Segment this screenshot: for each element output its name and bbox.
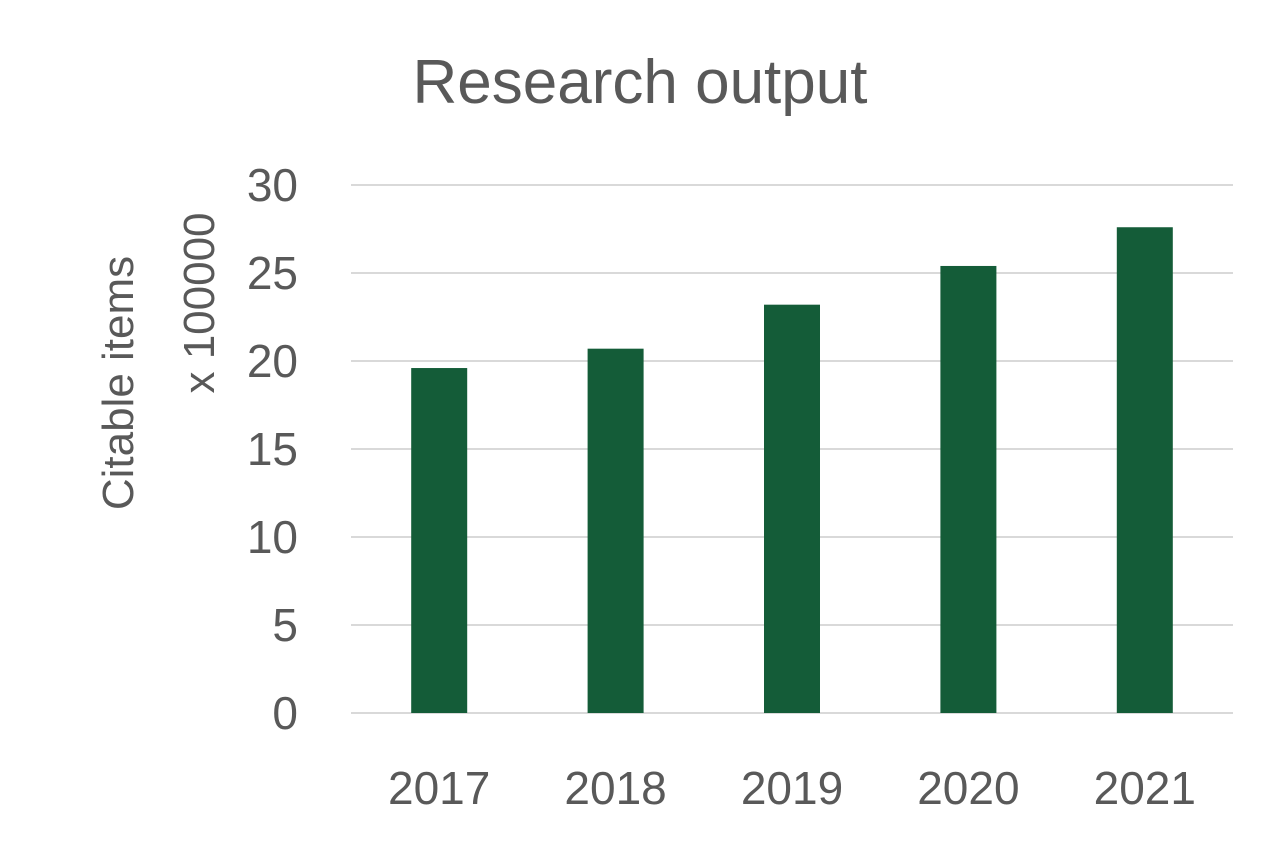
x-tick-label: 2020 — [917, 762, 1019, 814]
bar-2019 — [764, 304, 820, 713]
chart-title: Research output — [413, 48, 868, 117]
y-tick-label: 20 — [247, 335, 298, 387]
y-tick-label: 15 — [247, 423, 298, 475]
y-axis-ticks: 0 5 10 15 20 25 30 — [247, 159, 298, 739]
x-tick-label: 2017 — [388, 762, 490, 814]
y-axis-label-line-1: Citable items — [94, 256, 143, 510]
y-axis-label-line-2: x 100000 — [175, 212, 224, 393]
bar-2017 — [411, 368, 468, 713]
x-tick-label: 2021 — [1094, 762, 1196, 814]
bar-2021 — [1116, 227, 1173, 714]
y-axis-label: Citable items x 100000 — [94, 212, 224, 510]
bar-2020 — [940, 265, 997, 713]
bar-2018 — [587, 348, 644, 713]
y-tick-label: 30 — [247, 159, 298, 211]
y-tick-label: 0 — [272, 687, 298, 739]
y-tick-label: 10 — [247, 511, 298, 563]
x-tick-label: 2019 — [741, 762, 843, 814]
y-tick-label: 25 — [247, 247, 298, 299]
x-axis-ticks: 2017 2018 2019 2020 2021 — [388, 762, 1196, 814]
y-tick-label: 5 — [272, 599, 298, 651]
x-tick-label: 2018 — [564, 762, 666, 814]
bars — [411, 227, 1173, 714]
